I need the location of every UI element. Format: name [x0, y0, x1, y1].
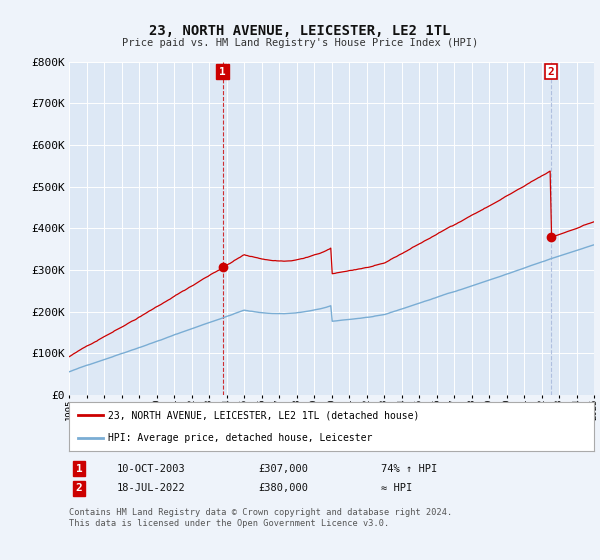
Text: 23, NORTH AVENUE, LEICESTER, LE2 1TL: 23, NORTH AVENUE, LEICESTER, LE2 1TL	[149, 24, 451, 38]
Text: HPI: Average price, detached house, Leicester: HPI: Average price, detached house, Leic…	[109, 433, 373, 444]
Text: 18-JUL-2022: 18-JUL-2022	[117, 483, 186, 493]
Text: 2: 2	[76, 483, 83, 493]
Text: £307,000: £307,000	[258, 464, 308, 474]
Text: 2: 2	[548, 67, 554, 77]
Text: 1: 1	[219, 67, 226, 77]
Text: 10-OCT-2003: 10-OCT-2003	[117, 464, 186, 474]
Text: ≈ HPI: ≈ HPI	[381, 483, 412, 493]
Text: 74% ↑ HPI: 74% ↑ HPI	[381, 464, 437, 474]
Text: 23, NORTH AVENUE, LEICESTER, LE2 1TL (detached house): 23, NORTH AVENUE, LEICESTER, LE2 1TL (de…	[109, 410, 420, 421]
Text: 1: 1	[76, 464, 83, 474]
Text: Price paid vs. HM Land Registry's House Price Index (HPI): Price paid vs. HM Land Registry's House …	[122, 38, 478, 48]
Text: £380,000: £380,000	[258, 483, 308, 493]
Text: Contains HM Land Registry data © Crown copyright and database right 2024.
This d: Contains HM Land Registry data © Crown c…	[69, 508, 452, 528]
